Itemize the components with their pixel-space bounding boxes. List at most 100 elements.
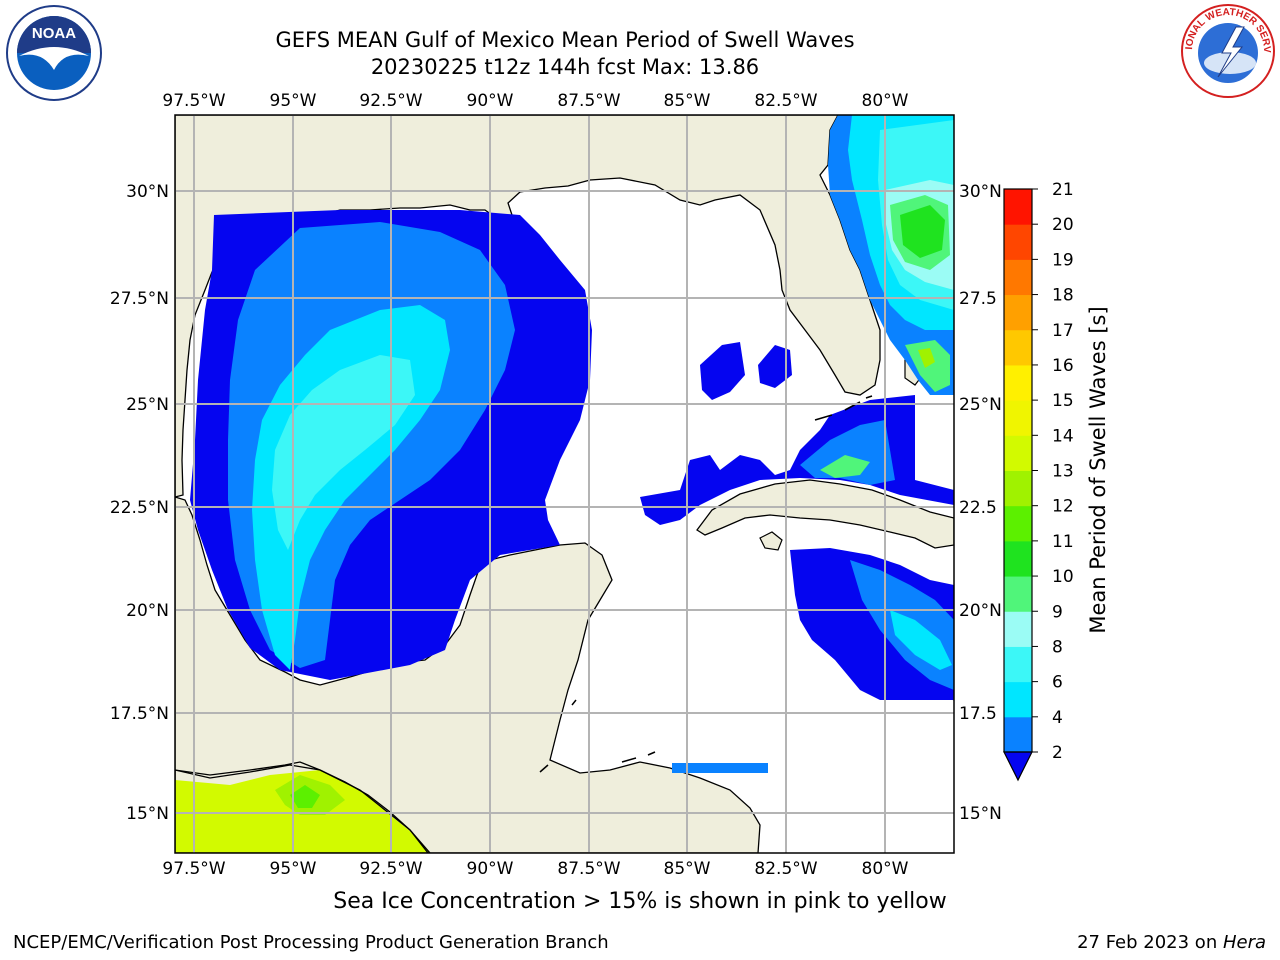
swell-field-se-gulf-green <box>820 455 870 478</box>
lat-label-left: 17.5°N <box>110 704 169 724</box>
colorbar-segment <box>1004 294 1032 331</box>
credit-text: NCEP/EMC/Verification Post Processing Pr… <box>13 932 609 953</box>
lon-label-bottom: 82.5°W <box>754 859 817 879</box>
longitude-labels-top: 97.5°W 95°W 92.5°W 90°W 87.5°W 85°W 82.5… <box>162 91 908 111</box>
chart-title: GEFS MEAN Gulf of Mexico Mean Period of … <box>275 28 855 52</box>
lon-label-top: 85°W <box>664 91 711 111</box>
lon-label-top: 80°W <box>862 91 909 111</box>
colorbar: 2 4 6 8 9 10 11 12 13 14 15 16 17 18 19 20 21 Mean Perio… <box>1003 180 1110 782</box>
lat-label-left: 25°N <box>126 395 169 415</box>
chart-subtitle: 20230225 t12z 144h fcst Max: 13.86 <box>370 55 760 79</box>
swell-field-florida-straits <box>700 342 745 400</box>
colorbar-tick-label: 2 <box>1052 743 1063 763</box>
colorbar-segment <box>1004 716 1032 753</box>
sea-ice-note: Sea Ice Concentration > 15% is shown in … <box>333 889 947 914</box>
lon-label-bottom: 95°W <box>270 859 317 879</box>
colorbar-tick-label: 9 <box>1052 602 1063 622</box>
swell-field-atlantic-11s <box>900 205 945 258</box>
colorbar-tick-label: 13 <box>1052 462 1074 482</box>
colorbar-segment <box>1004 224 1032 260</box>
colorbar-tick-label: 19 <box>1052 250 1074 270</box>
generation-date: 27 Feb 2023 on Hera <box>1077 932 1266 953</box>
land-isle-of-youth <box>759 531 783 551</box>
coastline-pacific <box>175 764 429 853</box>
latitude-labels-left: 30°N 27.5°N 25°N 22.5°N 20°N 17.5°N 15°N <box>110 182 169 824</box>
colorbar-tick-label: 17 <box>1052 321 1074 341</box>
colorbar-segment <box>1004 189 1032 225</box>
colorbar-tick-label: 6 <box>1052 673 1063 693</box>
colorbar-segment <box>1004 470 1032 507</box>
colorbar-tick-label: 21 <box>1052 180 1074 200</box>
colorbar-tick-label: 16 <box>1052 356 1074 376</box>
colorbar-ticks: 2 4 6 8 9 10 11 12 13 14 15 16 17 18 19 20 21 <box>1032 180 1074 763</box>
swell-field-florida-straits-2 <box>758 345 792 388</box>
lon-label-top: 97.5°W <box>162 91 225 111</box>
swell-field-caribbean-south <box>672 763 768 773</box>
colorbar-tick-label: 10 <box>1052 567 1074 587</box>
colorbar-tick-label: 15 <box>1052 391 1074 411</box>
lat-label-left: 15°N <box>126 804 169 824</box>
colorbar-segment <box>1004 540 1032 577</box>
lat-label-right: 17.5 <box>959 704 997 724</box>
lightning-bolt-icon <box>1217 26 1245 78</box>
nws-logo: NATIONAL WEATHER SERVICE <box>1178 3 1275 98</box>
longitude-labels-bottom: 97.5°W 95°W 92.5°W 90°W 87.5°W 85°W 82.5… <box>162 859 908 879</box>
colorbar-tick-label: 4 <box>1052 708 1063 728</box>
lat-label-left: 30°N <box>126 182 169 202</box>
lat-label-right: 30°N <box>959 182 1002 202</box>
colorbar-segment <box>1004 329 1032 366</box>
colorbar-label: Mean Period of Swell Waves [s] <box>1086 306 1110 633</box>
colorbar-tick-label: 20 <box>1052 215 1074 235</box>
noaa-logo-text: NOAA <box>32 25 76 42</box>
lat-label-right: 25°N <box>959 395 1002 415</box>
colorbar-segment <box>1004 505 1032 542</box>
lon-label-top: 82.5°W <box>754 91 817 111</box>
colorbar-tick-label: 12 <box>1052 497 1074 517</box>
seagull-icon <box>19 47 89 70</box>
lat-label-right: 15°N <box>959 804 1002 824</box>
lon-label-top: 92.5°W <box>359 91 422 111</box>
colorbar-segment <box>1004 435 1032 471</box>
lon-label-bottom: 87.5°W <box>557 859 620 879</box>
lat-label-right: 20°N <box>959 601 1002 621</box>
date-prefix: 27 Feb 2023 on <box>1077 932 1223 953</box>
lat-label-right: 22.5 <box>959 498 997 518</box>
latitude-labels-right: 30°N 27.5 25°N 22.5 20°N 17.5 15°N <box>959 182 1002 824</box>
swell-field-bahamas-yellow <box>918 348 935 368</box>
map-frame <box>174 114 955 854</box>
colorbar-segment <box>1004 400 1032 436</box>
swell-field-caribbean-6s <box>890 610 952 670</box>
colorbar-tick-label: 11 <box>1052 532 1074 552</box>
lat-label-right: 27.5 <box>959 289 997 309</box>
colorbar-tick-label: 18 <box>1052 286 1074 306</box>
lat-label-left: 22.5°N <box>110 498 169 518</box>
colorbar-tick-label: 14 <box>1052 426 1074 446</box>
colorbar-extend-arrow <box>1003 751 1033 782</box>
lat-label-left: 27.5°N <box>110 289 169 309</box>
colorbar-segment <box>1004 611 1032 647</box>
lon-label-bottom: 85°W <box>664 859 711 879</box>
date-host: Hera <box>1222 932 1266 953</box>
colorbar-segment <box>1004 681 1032 718</box>
colorbar-segment <box>1004 576 1032 612</box>
land-cuba <box>696 479 954 549</box>
lon-label-bottom: 92.5°W <box>359 859 422 879</box>
colorbar-segment <box>1004 364 1032 401</box>
colorbar-segments <box>1004 189 1032 753</box>
noaa-logo: NOAA <box>6 5 102 101</box>
lon-label-bottom: 97.5°W <box>162 859 225 879</box>
coastline-yucatan-islands <box>539 699 656 773</box>
lon-label-top: 87.5°W <box>557 91 620 111</box>
colorbar-segment <box>1004 646 1032 683</box>
lon-label-bottom: 90°W <box>467 859 514 879</box>
colorbar-segment <box>1004 259 1032 296</box>
lon-label-top: 90°W <box>467 91 514 111</box>
lon-label-top: 95°W <box>270 91 317 111</box>
lat-label-left: 20°N <box>126 601 169 621</box>
graticule <box>175 115 954 853</box>
map-area <box>175 115 954 853</box>
lon-label-bottom: 80°W <box>862 859 909 879</box>
colorbar-tick-label: 8 <box>1052 637 1063 657</box>
swell-field-pacific-darkgreen <box>290 785 320 808</box>
